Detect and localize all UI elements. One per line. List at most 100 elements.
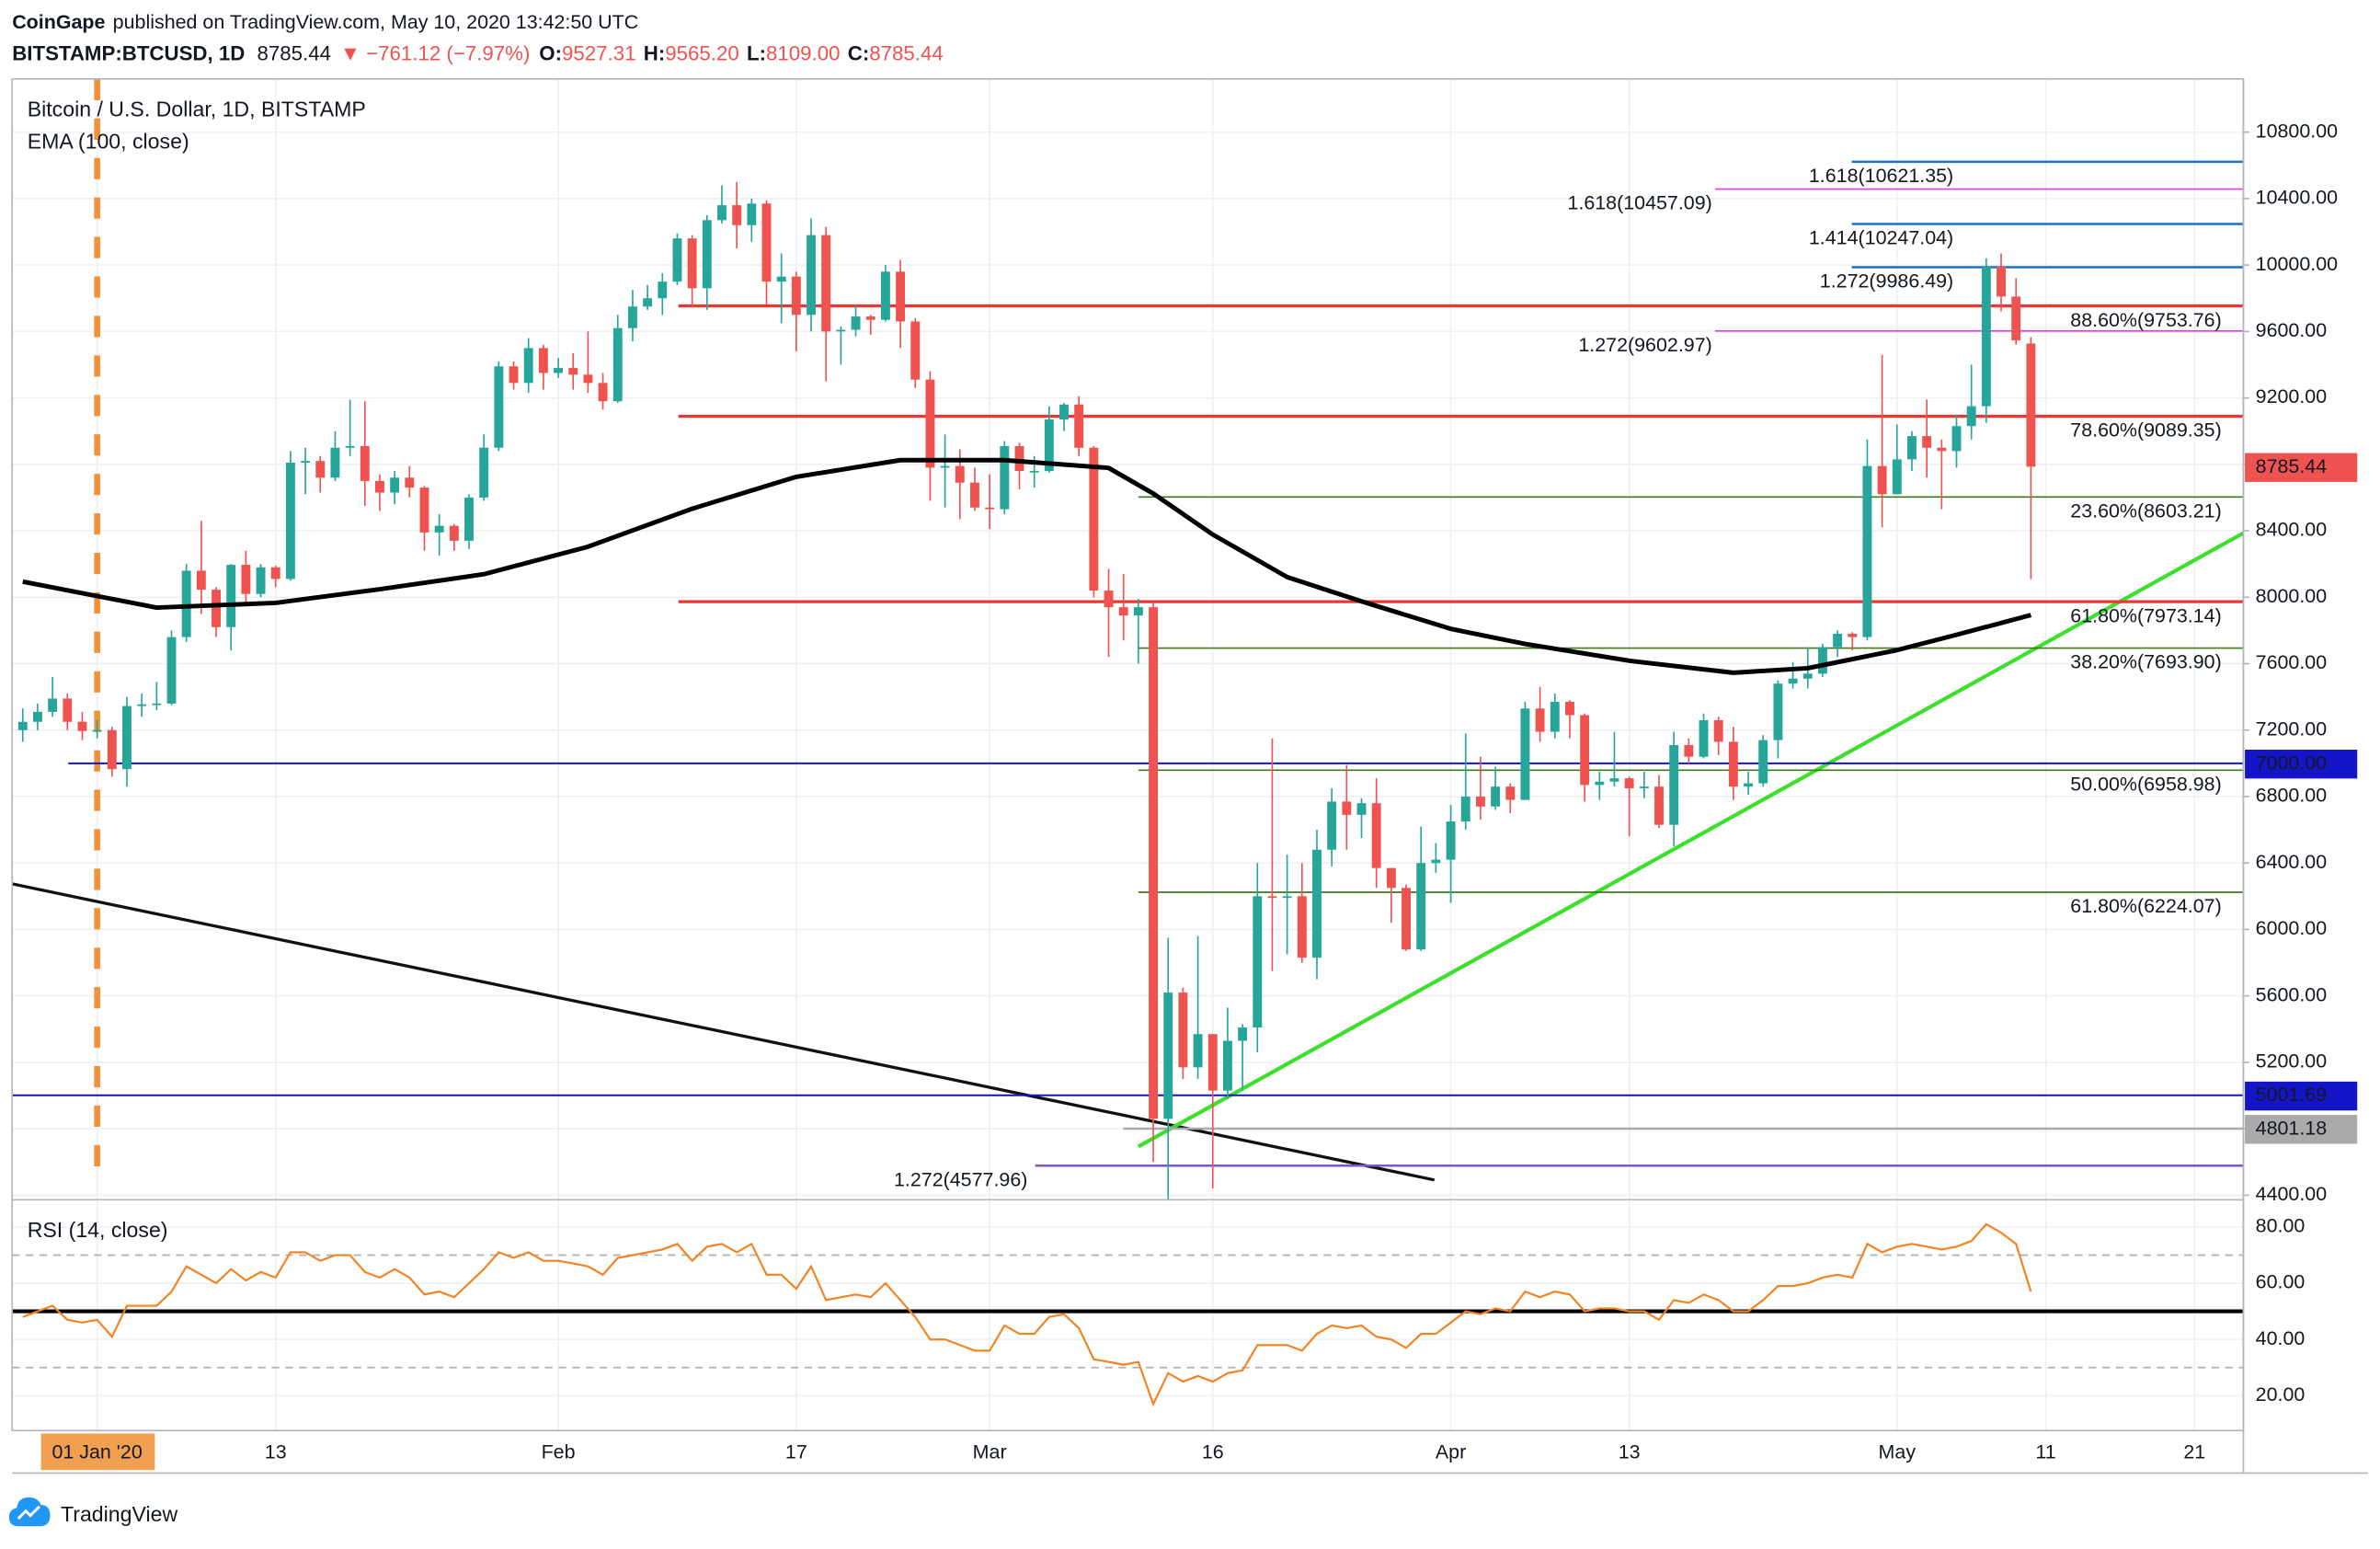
candle-body (1535, 708, 1545, 732)
publisher: CoinGape (12, 10, 105, 32)
candle-body (1460, 796, 1470, 822)
x-tick-label: 13 (1619, 1441, 1641, 1463)
rsi-tick-label: 40.00 (2256, 1327, 2306, 1349)
candle-body (1550, 702, 1560, 732)
labels: 4400.004800.005200.005600.006000.006400.… (40, 120, 2358, 1471)
candle-body (1416, 863, 1426, 950)
level-label: 1.272(4577.96) (894, 1168, 1027, 1190)
candle-body (256, 567, 266, 594)
x-tick-label: 01 Jan '20 (52, 1441, 143, 1463)
candle-body (1014, 445, 1024, 472)
candle-body (449, 525, 459, 541)
ema-legend: EMA (100, close) (28, 129, 189, 153)
last-price-box (2245, 453, 2358, 482)
rsi-tick-label: 80.00 (2256, 1215, 2306, 1237)
level-label: 78.60%(9089.35) (2070, 419, 2221, 442)
candle-body (1624, 778, 1634, 788)
y-tick-label: 5600.00 (2256, 983, 2328, 1005)
candle-body (270, 567, 280, 579)
candle-body (1044, 419, 1054, 472)
candle-body (152, 703, 162, 706)
x-tick-label: 11 (2035, 1441, 2055, 1463)
candle-body (92, 729, 102, 732)
candle-body (1669, 745, 1679, 825)
x-tick-label: Mar (973, 1441, 1007, 1463)
y-tick-label: 10400.00 (2256, 187, 2338, 209)
candle-body (464, 497, 474, 541)
candle-body (301, 461, 311, 464)
candle-body (375, 480, 384, 493)
symbol: BITSTAMP:BTCUSD, 1D (12, 41, 245, 64)
candle-body (1222, 1040, 1232, 1091)
y-tick-label: 8000.00 (2256, 585, 2328, 607)
change: ▼ −761.12 (−7.97%) (340, 41, 530, 64)
level-label: 1.618(10621.35) (1809, 165, 1953, 187)
candle-body (643, 298, 653, 307)
candle-body (494, 366, 504, 448)
candle-body (1074, 404, 1084, 448)
candle-body (1580, 715, 1590, 786)
y-tick-label: 9200.00 (2256, 385, 2328, 407)
candle-body (955, 465, 965, 483)
candle-body (390, 477, 400, 493)
candle-body (1371, 803, 1381, 868)
x-tick-label: 16 (1202, 1441, 1224, 1463)
candle-body (1000, 445, 1010, 510)
candle-body (896, 271, 906, 322)
axis-price-box (2245, 1081, 2358, 1111)
candle-body (807, 235, 816, 316)
candle-body (315, 461, 326, 478)
candle-body (554, 368, 564, 373)
candle-body (405, 477, 415, 488)
candle-body (1817, 647, 1827, 674)
candle-body (910, 321, 921, 380)
axis-price-box (2245, 750, 2358, 779)
candle-body (77, 721, 87, 731)
last: 8785.44 (257, 41, 331, 64)
candle-body (627, 306, 637, 328)
candle-body (1833, 634, 1843, 648)
candle-body (1059, 404, 1069, 420)
axis-price-box (2245, 1115, 2358, 1144)
candle-body (732, 205, 742, 225)
candle-body (1862, 465, 1872, 637)
tradingview-logo (8, 1497, 51, 1527)
candle-body (1922, 436, 1932, 448)
candle-body (1728, 741, 1738, 787)
candle-body (330, 447, 340, 478)
axis-price-label: 4801.18 (2256, 1117, 2327, 1139)
candle-body (137, 704, 147, 706)
rsi-legend: RSI (14, close) (28, 1218, 168, 1242)
o-label: O: (539, 41, 562, 64)
y-tick-label: 10800.00 (2256, 120, 2338, 142)
x-tick-label: 21 (2183, 1441, 2205, 1463)
candle-body (851, 316, 861, 330)
x-tick-label: 17 (785, 1441, 807, 1463)
c-value: 8785.44 (869, 41, 943, 64)
publish-line: CoinGape published on TradingView.com, Ma… (12, 10, 638, 32)
candle-body (776, 276, 786, 282)
candle-body (568, 368, 578, 375)
candle-body (836, 329, 846, 332)
candle-body (747, 203, 757, 225)
x-tick-label: Feb (542, 1441, 576, 1463)
x-tick-highlight (40, 1433, 155, 1471)
candle-body (107, 729, 117, 770)
candle-body (1029, 471, 1039, 473)
candle-body (419, 488, 429, 533)
brand: TradingView (61, 1502, 177, 1526)
l-value: 8109.00 (766, 41, 840, 64)
axis-price-label: 7000.00 (2256, 752, 2328, 774)
candle-body (212, 590, 221, 627)
candle-body (1446, 821, 1456, 860)
candle-body (1802, 673, 1813, 679)
candle-body (1520, 708, 1530, 800)
candle-body (479, 447, 489, 498)
price-pane (12, 78, 2244, 1200)
y-tick-label: 6800.00 (2256, 785, 2328, 807)
candle-body (32, 711, 42, 722)
axis-price-label: 5001.69 (2256, 1084, 2327, 1106)
